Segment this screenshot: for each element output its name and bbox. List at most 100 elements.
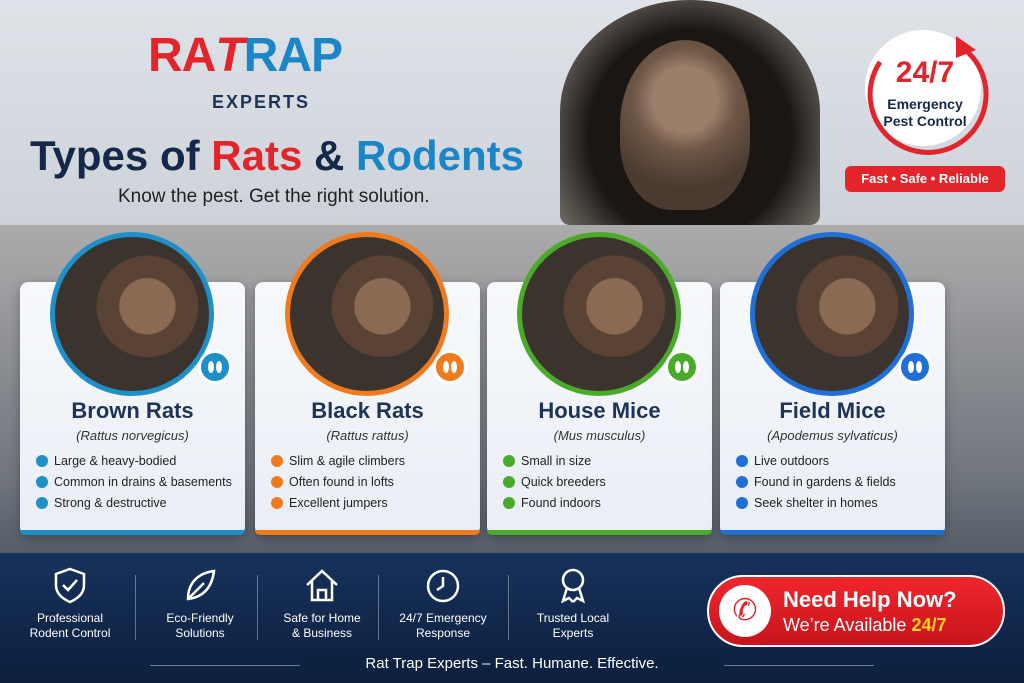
feature-glyph xyxy=(306,569,338,602)
badge-line: Pest Control xyxy=(883,113,967,129)
cta[interactable]: ✆ Need Help Now? We’re Available 24/7 xyxy=(707,575,1005,647)
feature-icon xyxy=(140,565,260,605)
paw-icon xyxy=(665,350,699,384)
feature: 24/7 Emergency Response xyxy=(383,565,503,641)
check-icon xyxy=(271,476,283,488)
point-text: Found in gardens & fields xyxy=(754,475,896,489)
feature-icon xyxy=(513,565,633,605)
card-latin: (Apodemus sylvaticus) xyxy=(767,428,898,443)
card-latin: (Mus musculus) xyxy=(553,428,646,443)
card-point: Large & heavy-bodied xyxy=(36,454,176,468)
card: Brown Rats (Rattus norvegicus) Large & hea… xyxy=(20,232,245,535)
feature-line: Safe for Home xyxy=(283,611,361,625)
feature-line: Professional xyxy=(36,611,104,625)
point-text: Seek shelter in homes xyxy=(754,496,878,510)
card-bar xyxy=(255,530,480,535)
title: Types of Rats & Rodents xyxy=(30,132,524,180)
card-point: Live outdoors xyxy=(736,454,829,468)
logo-mark: T xyxy=(215,29,244,82)
card-point: Found in gardens & fields xyxy=(736,475,896,489)
paw-icon xyxy=(198,350,232,384)
feature-line: Rodent Control xyxy=(29,626,111,640)
feature-glyph xyxy=(54,567,86,604)
phone-icon: ✆ xyxy=(719,585,771,637)
feature: Trusted Local Experts xyxy=(513,565,633,641)
point-text: Quick breeders xyxy=(521,475,606,489)
feature-icon xyxy=(383,565,503,605)
card: House Mice (Mus musculus) Small in size Qui… xyxy=(487,232,712,535)
feature-line: Response xyxy=(415,626,471,640)
badge-arrow xyxy=(956,36,976,58)
feature: Safe for Home & Business xyxy=(262,565,382,641)
paw-glyph xyxy=(208,361,222,373)
feature-line: Eco-Friendly xyxy=(166,611,234,625)
cta-line: We’re Available 24/7 xyxy=(783,615,946,636)
cta-text: We’re Available xyxy=(783,615,907,635)
check-icon xyxy=(736,497,748,509)
paw-icon xyxy=(433,350,467,384)
feature-separator xyxy=(508,575,509,640)
card-bar xyxy=(487,530,712,535)
point-text: Excellent jumpers xyxy=(289,496,388,510)
paw-glyph xyxy=(443,361,457,373)
title-part: & xyxy=(313,132,345,179)
title-part: Types of xyxy=(30,132,200,179)
card-latin: (Rattus rattus) xyxy=(326,428,409,443)
check-icon xyxy=(503,497,515,509)
point-text: Large & heavy-bodied xyxy=(54,454,177,468)
title-part: Rodents xyxy=(356,132,524,179)
point-text: Strong & destructive xyxy=(54,496,167,510)
check-icon xyxy=(36,476,48,488)
check-icon xyxy=(36,455,48,467)
rodent-photo xyxy=(50,232,214,396)
badge-bg xyxy=(865,30,981,146)
point-text: Often found in lofts xyxy=(289,475,394,489)
logo: RATRAP xyxy=(148,28,343,83)
feature-glyph xyxy=(426,569,460,603)
card-name: Black Rats xyxy=(311,398,424,423)
feature-line: 24/7 Emergency xyxy=(399,611,487,625)
card-bar xyxy=(20,530,245,535)
card-point: Found indoors xyxy=(503,496,601,510)
feature-line: Trusted Local xyxy=(536,611,610,625)
card-point: Quick breeders xyxy=(503,475,606,489)
card-name: Brown Rats xyxy=(71,398,194,423)
card-latin: (Rattus norvegicus) xyxy=(76,428,189,443)
feature-line: Solutions xyxy=(175,626,225,640)
rat-photo xyxy=(620,40,750,210)
badge-circle xyxy=(865,30,989,155)
subtitle: Know the pest. Get the right solution. xyxy=(118,186,430,207)
feature-line: Experts xyxy=(552,626,594,640)
card-point: Excellent jumpers xyxy=(271,496,388,510)
feature-glyph xyxy=(186,569,216,601)
feature-glyph xyxy=(560,568,586,604)
cta-title: Need Help Now? xyxy=(783,587,957,612)
logo-sub: EXPERTS xyxy=(212,92,311,112)
feature-icon xyxy=(262,565,382,605)
check-icon xyxy=(36,497,48,509)
card: Field Mice (Apodemus sylvaticus) Live outd… xyxy=(720,232,945,535)
feature-separator xyxy=(257,575,258,640)
feature: Professional Rodent Control xyxy=(10,565,130,641)
point-text: Live outdoors xyxy=(754,454,830,468)
logo-part: RAP xyxy=(243,29,343,82)
paw-icon xyxy=(898,350,932,384)
title-part: Rats xyxy=(211,132,303,179)
card: Black Rats (Rattus rattus) Slim & agile cl… xyxy=(255,232,480,535)
footer-text: Rat Trap Experts – Fast. Humane. Effecti… xyxy=(300,655,724,672)
rodent-photo xyxy=(750,232,914,396)
badge-tagline: Fast • Safe • Reliable xyxy=(845,166,1005,192)
feature-icon xyxy=(10,565,130,605)
rodent-photo xyxy=(517,232,681,396)
badge-line: Emergency xyxy=(887,96,963,112)
check-icon xyxy=(736,455,748,467)
badge-arc xyxy=(867,43,989,155)
point-text: Found indoors xyxy=(521,496,601,510)
card-name: Field Mice xyxy=(779,398,886,423)
card-name: House Mice xyxy=(538,398,661,423)
feature-separator xyxy=(378,575,379,640)
feature-line: & Business xyxy=(291,626,353,640)
rodent-photo xyxy=(285,232,449,396)
paw-glyph xyxy=(675,361,689,373)
